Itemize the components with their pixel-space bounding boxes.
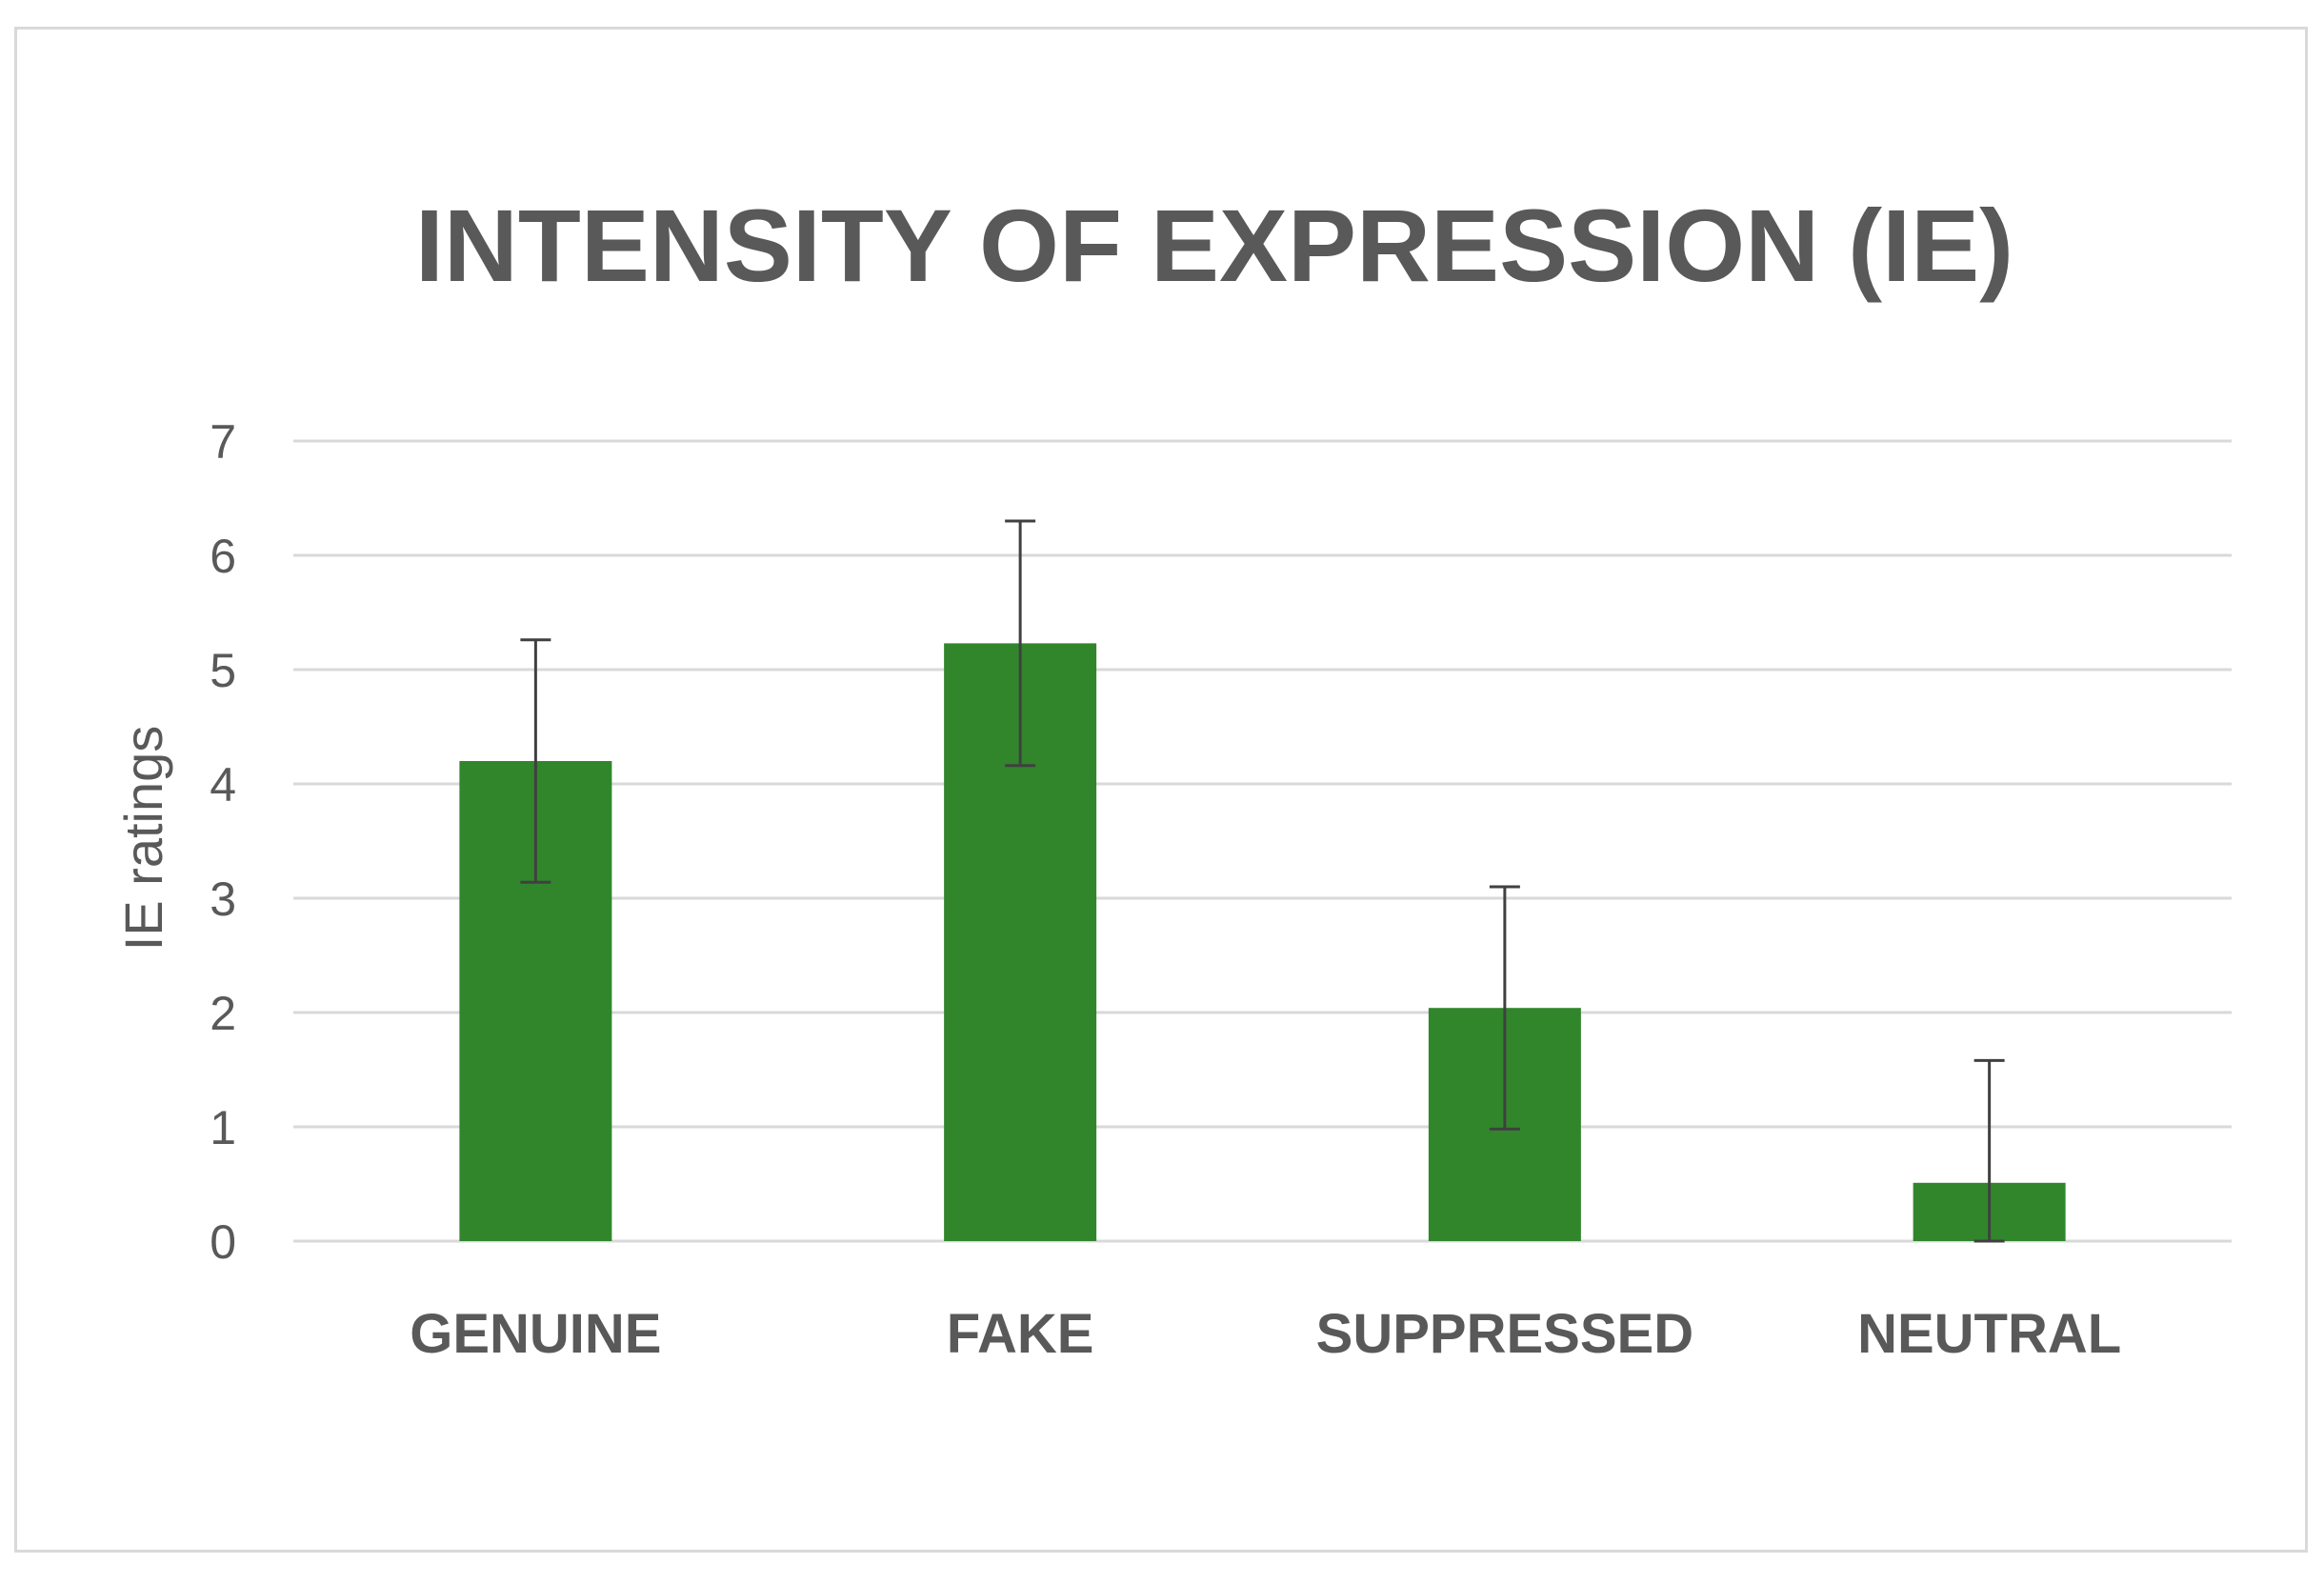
gridlines	[293, 439, 2232, 1243]
x-tick-label-neutral: NEUTRAL	[1857, 1303, 2121, 1365]
error-bars	[520, 519, 2005, 1243]
y-tick-label: 7	[210, 415, 236, 469]
x-tick-labels: GENUINE FAKE SUPPRESSED NEUTRAL	[410, 1303, 2121, 1365]
y-tick-label: 5	[210, 644, 236, 697]
chart-title: INTENSITY OF EXPRESSION (IE)	[415, 188, 2013, 303]
error-bar-neutral	[1973, 1058, 2005, 1243]
x-tick-label-fake: FAKE	[947, 1303, 1094, 1365]
y-tick-label: 4	[210, 758, 236, 812]
bars	[459, 643, 2066, 1241]
error-bar-genuine	[520, 638, 551, 884]
y-tick-label: 6	[210, 530, 236, 583]
y-axis-label: IE ratings	[113, 726, 173, 952]
y-tick-label: 0	[210, 1215, 236, 1269]
y-tick-label: 1	[210, 1101, 236, 1154]
error-bar-fake	[1005, 519, 1036, 768]
chart-frame	[14, 27, 2308, 1553]
y-tick-labels: 0 1 2 3 4 5 6 7	[210, 415, 236, 1269]
error-bar-suppressed	[1489, 885, 1520, 1131]
y-tick-label: 3	[210, 872, 236, 926]
x-tick-label-suppressed: SUPPRESSED	[1316, 1303, 1693, 1365]
x-tick-label-genuine: GENUINE	[410, 1303, 661, 1365]
y-tick-label: 2	[210, 987, 236, 1040]
